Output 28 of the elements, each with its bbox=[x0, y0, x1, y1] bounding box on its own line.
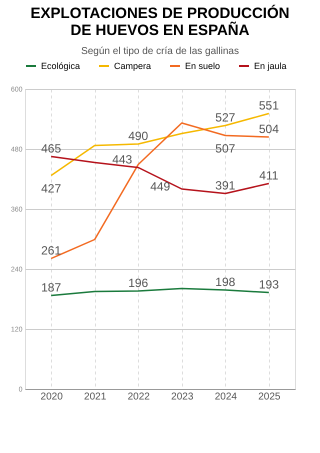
data-label: 490 bbox=[128, 129, 149, 143]
data-label: 449 bbox=[150, 180, 171, 194]
x-tick-label: 2020 bbox=[40, 392, 64, 402]
chart-subtitle: Según el tipo de cría de las gallinas bbox=[81, 46, 239, 57]
data-label: 504 bbox=[258, 122, 280, 136]
legend-label: Campera bbox=[114, 61, 152, 71]
data-label: 427 bbox=[41, 182, 62, 196]
chart-title: EXPLOTACIONES DE PRODUCCIÓN DE HUEVOS EN ESPAÑA bbox=[30, 4, 290, 39]
data-label: 551 bbox=[258, 98, 280, 112]
x-tick-label: 2025 bbox=[258, 392, 281, 402]
data-label: 391 bbox=[215, 178, 236, 192]
data-label: 193 bbox=[258, 278, 280, 292]
data-label: 527 bbox=[215, 110, 236, 124]
legend-label: Ecológica bbox=[41, 61, 80, 71]
data-label: 187 bbox=[41, 280, 62, 294]
x-tick-label: 2023 bbox=[171, 392, 194, 402]
data-label: 198 bbox=[215, 275, 236, 289]
legend-label: En jaula bbox=[254, 61, 287, 71]
data-label: 507 bbox=[215, 142, 236, 156]
data-label: 196 bbox=[128, 276, 149, 290]
x-tick-label: 2022 bbox=[128, 392, 150, 402]
data-label: 261 bbox=[41, 244, 62, 258]
x-tick-label: 2024 bbox=[214, 392, 238, 402]
data-label: 443 bbox=[112, 152, 133, 166]
legend-label: En suelo bbox=[185, 61, 220, 71]
data-label: 411 bbox=[259, 168, 279, 182]
data-label: 465 bbox=[41, 142, 62, 156]
x-tick-label: 2021 bbox=[84, 392, 107, 402]
